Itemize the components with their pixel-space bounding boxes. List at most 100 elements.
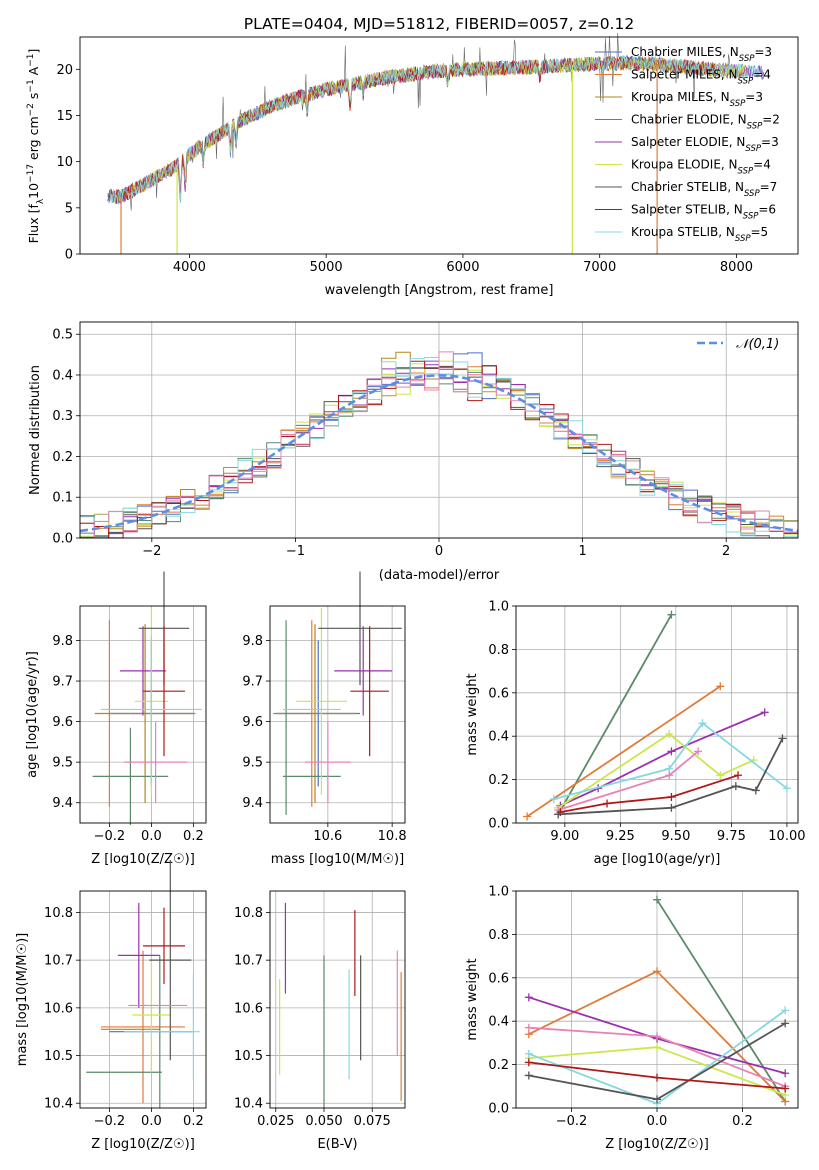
x-tick-label: 9.75 <box>717 829 746 844</box>
x-tick-label: 0.2 <box>183 829 204 844</box>
y-tick-label: 1.0 <box>488 885 509 900</box>
axes-frame <box>269 890 406 1109</box>
mass-weight-marker <box>781 1084 790 1093</box>
mass-weight-marker <box>524 1071 533 1080</box>
mass-vs-age-panel: 10.6 10.8 9.4 9.5 9.6 9.7 9.8 mass [log10(M/M☉)… <box>242 571 407 867</box>
y-tick-label: 9.4 <box>52 796 73 811</box>
x-tick-label: −0.2 <box>556 1114 588 1129</box>
mass-weight-line <box>557 614 673 815</box>
y-axis-label: mass weight <box>465 958 480 1040</box>
y-tick-label: 10.6 <box>234 1001 263 1016</box>
x-tick-label: 0.0 <box>647 1114 668 1129</box>
legend-count: =4 <box>753 158 771 172</box>
mass-weight-marker <box>781 1006 790 1015</box>
residual-y-label: Normed distribution <box>28 365 43 495</box>
x-tick-label: 6000 <box>446 260 479 275</box>
axes-frame <box>515 890 799 1109</box>
x-tick-label: 0 <box>435 544 443 559</box>
mass-weight-marker <box>665 771 674 780</box>
metallicity-vs-mass-panel: −0.2 0.0 0.2 10.4 10.5 10.6 10.7 10.8 Z [log10(Z… <box>15 860 207 1152</box>
mass-weight-line <box>558 737 784 816</box>
legend-text: Salpeter ELODIE, N <box>631 135 745 149</box>
x-axis-label: Z [log10(Z/Z☉)] <box>91 1137 195 1152</box>
legend-label: Kroupa ELODIE, NSSP=4 <box>631 158 771 177</box>
x-axis-label: Z [log10(Z/Z☉)] <box>605 1137 709 1152</box>
legend-label: Kroupa MILES, NSSP=3 <box>631 90 763 109</box>
y-tick-label: 0.4 <box>488 1015 509 1030</box>
legend-count: =6 <box>758 203 776 217</box>
y-label-part: ] <box>26 49 41 54</box>
y-axis-label: mass weight <box>465 673 480 755</box>
y-tick-label: 10.7 <box>44 954 73 969</box>
y-tick-label: 0.8 <box>488 643 509 658</box>
legend-label: Salpeter STELIB, NSSP=6 <box>631 203 776 222</box>
mass-weight-marker <box>751 786 760 795</box>
age-vs-mass-weight-panel: 9.00 9.25 9.50 9.75 10.00 0.0 0.2 0.4 0.6 0.8 1.0 a… <box>465 600 806 868</box>
legend-sub: SSP <box>738 77 754 87</box>
y-label-part: 10 <box>26 183 41 199</box>
x-tick-label: 8000 <box>720 260 753 275</box>
y-tick-label: 10.8 <box>44 906 73 921</box>
y-label-part: erg cm <box>26 116 41 164</box>
mass-weight-marker <box>653 1073 661 1082</box>
y-label-part: s <box>26 93 41 104</box>
mass-weight-marker <box>667 792 676 801</box>
x-tick-label: −0.2 <box>94 1114 126 1129</box>
y-tick-label: 9.8 <box>52 634 73 649</box>
legend-count: =3 <box>754 45 772 59</box>
metallicity-vs-mass-weight-panel: −0.2 0.0 0.2 0.0 0.2 0.4 0.6 0.8 1.0 Z [log10(Z/Z… <box>465 885 799 1152</box>
x-tick-label: −2 <box>142 544 161 559</box>
legend-label: 𝒩(0,1) <box>736 337 779 352</box>
y-label-part: −2 <box>26 103 36 116</box>
y-tick-label: 0.0 <box>488 817 509 832</box>
legend-sub: SSP <box>738 167 754 177</box>
y-axis-label: mass [log10(M/M☉)] <box>15 933 30 1066</box>
y-tick-label: 0.0 <box>488 1102 509 1117</box>
y-tick-label: 0.8 <box>488 928 509 943</box>
legend-sub: SSP <box>745 144 761 154</box>
y-label-part: −17 <box>26 164 36 183</box>
mass-weight-marker <box>653 1095 661 1104</box>
y-tick-label: 10.8 <box>234 906 263 921</box>
x-tick-label: 9.25 <box>606 829 635 844</box>
mass-weight-marker <box>694 747 703 756</box>
mass-weight-marker <box>653 1043 661 1052</box>
y-tick-label: 0.6 <box>488 971 509 986</box>
legend-label: Kroupa STELIB, NSSP=5 <box>631 225 768 244</box>
spectrum-line <box>108 55 715 203</box>
y-label-part: A <box>26 66 41 79</box>
x-tick-label: 0.0 <box>141 1114 162 1129</box>
mass-weight-marker <box>734 771 743 780</box>
spectrum-y-label: Flux [fλ10−17 erg cm−2 s−1 A−1] <box>26 49 46 244</box>
x-axis-label: mass [log10(M/M☉)] <box>271 852 404 867</box>
x-axis-label: age [log10(age/yr)] <box>594 852 721 867</box>
legend-label: Chabrier STELIB, NSSP=7 <box>631 180 777 199</box>
axes-frame <box>79 605 207 824</box>
legend-sub: SSP <box>735 234 751 244</box>
axes-frame <box>79 36 799 255</box>
legend-text: Chabrier ELODIE, N <box>631 113 747 127</box>
x-tick-label: 10.6 <box>313 829 342 844</box>
legend-count: =3 <box>761 135 779 149</box>
y-tick-label: 10.5 <box>44 1049 73 1064</box>
legend-text: Kroupa ELODIE, N <box>631 158 738 172</box>
legend-count: =3 <box>745 90 763 104</box>
normal-reference-curve <box>79 374 799 533</box>
x-tick-label: 1 <box>578 544 586 559</box>
y-tick-label: 1.0 <box>488 600 509 615</box>
axes-frame <box>269 605 406 824</box>
legend-count: =2 <box>762 113 780 127</box>
axes-frame <box>515 605 799 824</box>
residual-distribution-panel: −2 −1 0 1 2 0.0 0.1 0.2 0.3 0.4 0.5 𝒩(0,1) (data-mod… <box>28 321 799 583</box>
x-tick-label: 0.0 <box>141 829 162 844</box>
mass-weight-marker <box>554 810 563 819</box>
legend-text: Salpeter MILES, N <box>631 68 738 82</box>
mass-weight-marker <box>524 1049 533 1058</box>
mass-weight-line <box>553 721 788 800</box>
y-tick-label: 9.8 <box>242 634 263 649</box>
x-tick-label: 9.50 <box>661 829 690 844</box>
mass-weight-marker <box>523 812 532 821</box>
y-tick-label: 9.6 <box>52 715 73 730</box>
mass-weight-marker <box>653 895 661 904</box>
legend-sub: SSP <box>743 212 759 222</box>
